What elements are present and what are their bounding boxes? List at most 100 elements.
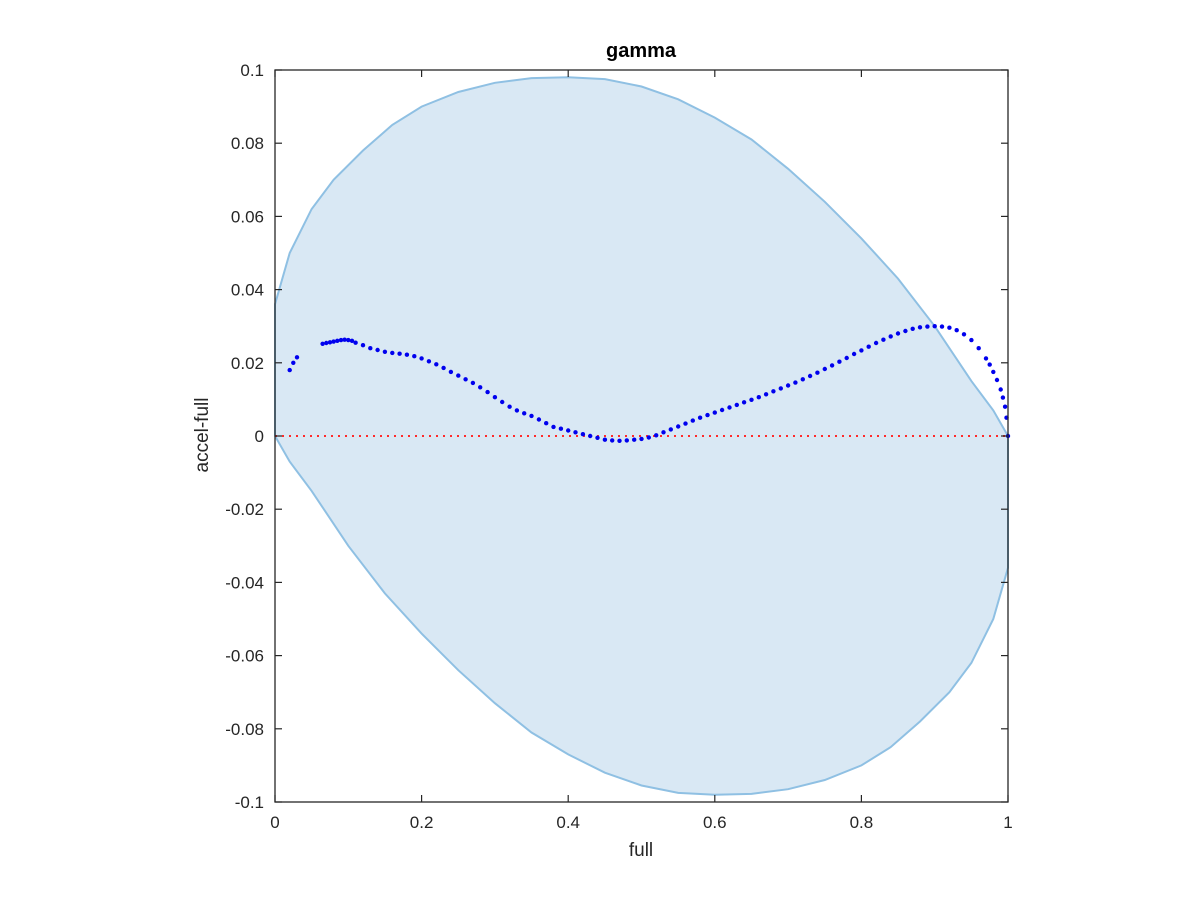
data-point — [998, 387, 1003, 392]
data-point — [610, 438, 615, 443]
data-point — [294, 355, 300, 360]
y-tick-label: 0 — [255, 427, 264, 446]
data-point — [566, 428, 571, 433]
data-point — [353, 340, 358, 345]
data-point — [456, 373, 461, 378]
data-point — [287, 367, 292, 373]
data-point — [397, 351, 402, 356]
data-point — [987, 362, 992, 367]
data-point — [925, 324, 930, 329]
data-point — [327, 340, 333, 345]
y-tick-label: 0.04 — [231, 281, 264, 300]
data-point — [595, 435, 600, 440]
y-tick-label: 0.08 — [231, 134, 264, 153]
data-point — [331, 339, 336, 344]
data-point — [375, 347, 380, 353]
data-point — [349, 338, 355, 343]
data-point — [749, 397, 754, 402]
data-point — [382, 349, 388, 354]
x-tick-label: 0.8 — [850, 813, 874, 832]
data-point — [690, 418, 695, 423]
data-point — [771, 389, 776, 394]
y-tick-label: -0.06 — [225, 647, 264, 666]
data-point — [1002, 404, 1008, 409]
x-tick-label: 1 — [1003, 813, 1012, 832]
data-point — [969, 337, 974, 343]
y-tick-label: -0.08 — [225, 720, 264, 739]
data-point — [544, 421, 549, 426]
data-point — [881, 337, 886, 342]
data-point — [485, 389, 490, 395]
data-point — [837, 359, 842, 364]
x-tick-label: 0 — [270, 813, 279, 832]
data-point — [683, 421, 688, 426]
data-point — [676, 424, 681, 429]
data-point — [441, 365, 446, 371]
data-point — [822, 366, 827, 372]
data-point — [734, 402, 739, 408]
data-point — [580, 432, 586, 437]
data-point — [470, 380, 476, 386]
data-point — [807, 373, 813, 379]
data-point — [866, 344, 871, 349]
y-tick-label: 0.06 — [231, 207, 264, 226]
data-point — [632, 437, 637, 442]
y-tick-label: 0.1 — [240, 61, 264, 80]
data-point — [793, 380, 798, 385]
data-point — [815, 370, 820, 375]
data-point — [947, 325, 952, 330]
data-point — [419, 356, 424, 361]
data-point — [522, 411, 527, 416]
data-point — [712, 410, 717, 415]
data-point — [536, 417, 542, 422]
data-point — [654, 433, 659, 438]
data-point — [448, 369, 454, 375]
data-point — [404, 352, 410, 357]
data-point — [910, 326, 915, 331]
x-tick-label: 0.4 — [556, 813, 580, 832]
data-point — [873, 340, 879, 346]
data-point — [507, 404, 512, 409]
data-point — [529, 413, 534, 419]
data-point — [463, 377, 468, 382]
data-point — [844, 355, 849, 361]
data-point — [763, 392, 769, 397]
y-tick-label: -0.04 — [225, 573, 264, 592]
data-point — [412, 354, 417, 359]
y-tick-label: -0.1 — [235, 793, 264, 812]
data-point — [602, 437, 608, 442]
data-point — [697, 415, 703, 420]
data-point — [342, 337, 347, 342]
data-point — [514, 408, 520, 413]
data-point — [426, 359, 432, 364]
data-point — [859, 348, 864, 353]
data-point — [368, 346, 373, 351]
chart-title: gamma — [606, 40, 677, 62]
data-point — [360, 343, 366, 348]
y-tick-label: 0.02 — [231, 354, 264, 373]
data-point — [994, 377, 1000, 383]
data-point — [551, 424, 556, 430]
y-tick-label: -0.02 — [225, 500, 264, 519]
data-point — [668, 427, 673, 432]
y-axis-label: accel-full — [192, 398, 213, 473]
data-point — [829, 363, 835, 368]
data-point — [961, 332, 967, 337]
axes: 0 0.2 0.4 0.6 0.8 1 0.1 0.08 0.06 0.04 0.02 0 -0.02 -… — [225, 61, 1012, 832]
data-point — [617, 438, 622, 443]
data-point — [983, 356, 989, 361]
data-point — [558, 426, 564, 431]
data-point — [991, 369, 996, 375]
x-tick-label: 0.2 — [410, 813, 434, 832]
data-point — [338, 337, 344, 343]
x-axis-label: full — [629, 840, 653, 861]
data-point — [646, 435, 651, 440]
data-point — [320, 341, 325, 346]
data-point — [705, 412, 710, 418]
data-point — [639, 436, 644, 442]
plot-area — [274, 76, 1011, 796]
data-point — [573, 430, 578, 435]
data-point — [500, 399, 505, 405]
data-point — [778, 386, 783, 391]
